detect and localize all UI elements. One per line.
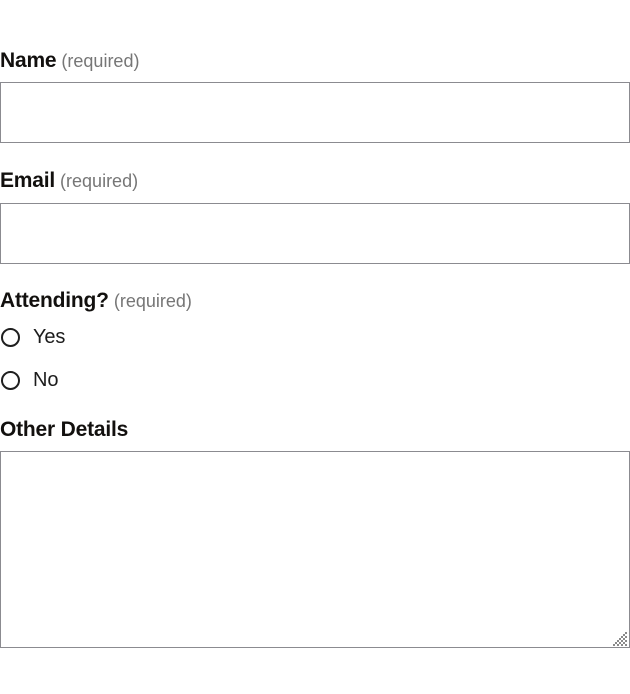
other-details-textarea[interactable]: [0, 451, 630, 648]
name-input[interactable]: [0, 82, 630, 143]
radio-option-no[interactable]: No: [0, 363, 630, 397]
email-input-wrap: [0, 203, 630, 264]
radio-unchecked-icon[interactable]: [1, 370, 20, 390]
radio-unchecked-icon[interactable]: [1, 327, 20, 347]
field-group-email: Email (required): [0, 168, 630, 194]
field-group-other-details: Other Details: [0, 417, 630, 443]
name-input-wrap: [0, 82, 630, 143]
field-group-name: Name (required): [0, 48, 630, 74]
name-label-text: Name: [0, 49, 57, 72]
attending-label-text: Attending?: [0, 289, 109, 312]
radio-label-no: No: [33, 369, 59, 391]
attending-required-note: (required): [113, 291, 192, 311]
email-required-note: (required): [60, 171, 139, 191]
resize-grip-icon[interactable]: [613, 631, 628, 646]
radio-option-yes[interactable]: Yes: [0, 320, 630, 354]
email-label-text: Email: [0, 169, 56, 192]
attending-label: Attending? (required): [0, 288, 630, 314]
field-group-attending: Attending? (required): [0, 288, 630, 314]
email-field[interactable]: [0, 203, 630, 264]
radio-label-yes: Yes: [33, 326, 66, 348]
other-details-label-text: Other Details: [0, 418, 129, 441]
other-details-textarea-wrap: [0, 451, 630, 648]
name-label: Name (required): [0, 48, 630, 74]
email-label: Email (required): [0, 168, 630, 194]
name-required-note: (required): [61, 51, 140, 71]
other-details-label: Other Details: [0, 417, 630, 443]
attending-radio-group: Yes No: [0, 320, 630, 397]
